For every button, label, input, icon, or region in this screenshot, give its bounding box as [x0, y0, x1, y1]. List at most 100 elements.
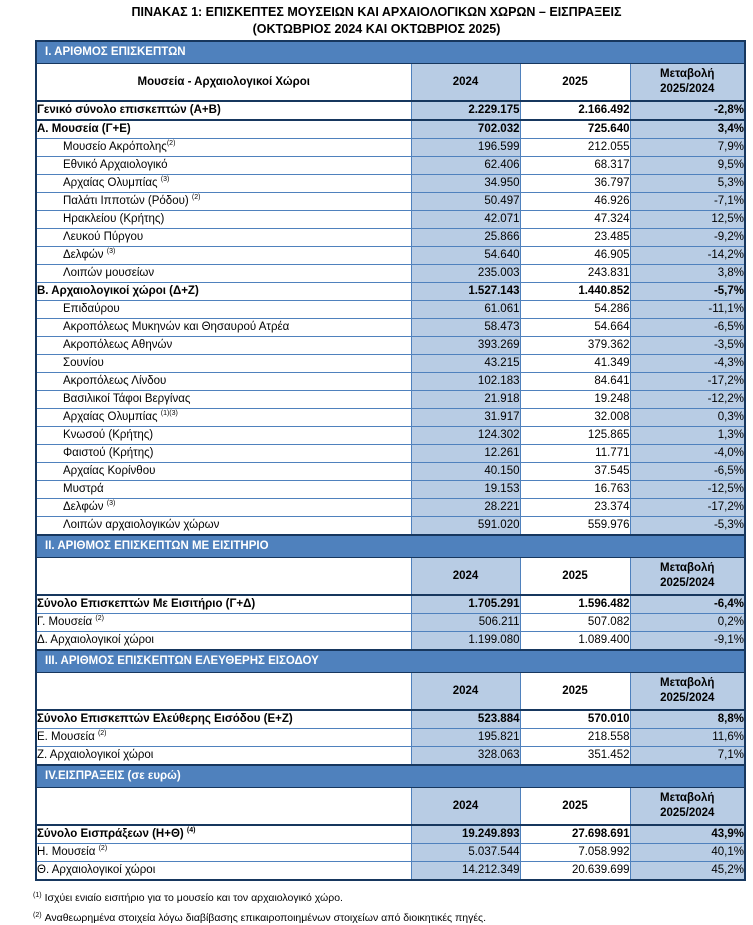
footnote-marker: (2) — [191, 194, 201, 202]
footnote-marker: (3) — [106, 500, 116, 508]
cell-label: Δελφών (3) — [35, 246, 412, 265]
cell-value-change: -3,5% — [629, 336, 746, 355]
cell-label: Κνωσού (Κρήτης) — [35, 426, 412, 445]
cell-label: Δ. Αρχαιολογικοί χώροι — [35, 631, 412, 651]
column-header-2024: 2024 — [410, 63, 521, 102]
cell-value-2025: 47.324 — [519, 210, 631, 229]
cell-label: Ηρακλείου (Κρήτης) — [35, 210, 412, 229]
table-row: Β. Αρχαιολογικοί χώροι (Δ+Ζ) 1.527.143 1.4… — [35, 282, 746, 301]
cell-value-change: 1,3% — [629, 426, 746, 445]
cell-value-2024: 195.821 — [410, 728, 521, 747]
cell-label: Εθνικό Αρχαιολογικό — [35, 156, 412, 175]
section-band-label: IV.ΕΙΣΠΡΑΞΕΙΣ (σε ευρώ) — [36, 764, 745, 788]
cell-label: Φαιστού (Κρήτης) — [35, 444, 412, 463]
cell-value-2025: 54.286 — [519, 300, 631, 319]
cell-value-2025: 84.641 — [519, 372, 631, 391]
column-header-row: 2024 2025 Μεταβολή 2025/2024 — [35, 557, 746, 596]
cell-value-change: 43,9% — [629, 824, 746, 844]
cell-value-2025: 7.058.992 — [519, 843, 631, 862]
table-row: Επιδαύρου 61.061 54.286 -11,1% — [35, 300, 746, 319]
column-header-name: Μουσεία - Αρχαιολογικοί Χώροι — [35, 63, 412, 102]
cell-label: Σύνολο Επισκεπτών Με Εισιτήριο (Γ+Δ) — [35, 594, 412, 614]
cell-value-change: -4,3% — [629, 354, 746, 373]
cell-label: Γενικό σύνολο επισκεπτών (Α+Β) — [35, 100, 412, 121]
change-header-line1: Μεταβολή — [660, 562, 715, 574]
cell-value-change: 8,8% — [629, 709, 746, 729]
cell-value-change: 5,3% — [629, 174, 746, 193]
cell-value-2025: 32.008 — [519, 408, 631, 427]
cell-label: Ε. Μουσεία (2) — [35, 728, 412, 747]
cell-value-2025: 23.485 — [519, 228, 631, 247]
cell-value-2024: 102.183 — [410, 372, 521, 391]
change-header-line1: Μεταβολή — [660, 677, 715, 689]
cell-value-2025: 23.374 — [519, 498, 631, 517]
column-header-row: Μουσεία - Αρχαιολογικοί Χώροι 2024 2025 Μετ… — [35, 63, 746, 102]
cell-value-2024: 34.950 — [410, 174, 521, 193]
cell-value-change: -14,2% — [629, 246, 746, 265]
column-header-row: 2024 2025 Μεταβολή 2025/2024 — [35, 787, 746, 826]
cell-value-2025: 125.865 — [519, 426, 631, 445]
table-row: Ε. Μουσεία (2) 195.821 218.558 11,6% — [35, 728, 746, 747]
table-row: Γενικό σύνολο επισκεπτών (Α+Β) 2.229.175 2… — [35, 100, 746, 121]
cell-value-2024: 40.150 — [410, 462, 521, 481]
cell-value-2024: 1.199.080 — [410, 631, 521, 651]
cell-value-2024: 62.406 — [410, 156, 521, 175]
cell-value-2024: 25.866 — [410, 228, 521, 247]
cell-value-2025: 19.248 — [519, 390, 631, 409]
cell-value-2024: 1.527.143 — [410, 282, 521, 301]
table-row: Μυστρά 19.153 16.763 -12,5% — [35, 480, 746, 499]
cell-value-change: 45,2% — [629, 861, 746, 881]
column-header-2025: 2025 — [519, 787, 631, 826]
cell-value-change: 3,8% — [629, 264, 746, 283]
cell-label: Σουνίου — [35, 354, 412, 373]
cell-value-change: 9,5% — [629, 156, 746, 175]
cell-value-2025: 20.639.699 — [519, 861, 631, 881]
cell-value-change: 7,1% — [629, 746, 746, 766]
cell-value-change: 40,1% — [629, 843, 746, 862]
cell-value-change: -11,1% — [629, 300, 746, 319]
footnotes: (1) Ισχύει ενιαίο εισιτήριο για το μουσεί… — [33, 892, 753, 925]
footnote-line: (2) Αναθεωρημένα στοιχεία λόγω διαβίβασης… — [33, 911, 487, 925]
table-row: Αρχαίας Ολυμπίας (3) 34.950 36.797 5,3% — [35, 174, 746, 193]
cell-value-change: -6,5% — [629, 318, 746, 337]
cell-label: Λοιπών μουσείων — [35, 264, 412, 283]
cell-value-2024: 2.229.175 — [410, 100, 521, 121]
cell-value-change: 0,2% — [629, 613, 746, 632]
change-header-line2: 2025/2024 — [660, 577, 715, 589]
cell-label: Σύνολο Επισκεπτών Ελεύθερης Εισόδου (Ε+Ζ… — [35, 709, 412, 729]
footnote-marker: (2) — [33, 911, 42, 919]
cell-label: Θ. Αρχαιολογικοί χώροι — [35, 861, 412, 881]
cell-value-change: -6,4% — [629, 594, 746, 614]
cell-value-change: 3,4% — [629, 119, 746, 139]
table-row: Αρχαίας Κορίνθου 40.150 37.545 -6,5% — [35, 462, 746, 481]
cell-value-2024: 42.071 — [410, 210, 521, 229]
cell-label: Αρχαίας Κορίνθου — [35, 462, 412, 481]
column-header-2025: 2025 — [519, 63, 631, 102]
table-row: Λοιπών μουσείων 235.003 243.831 3,8% — [35, 264, 746, 283]
cell-value-2024: 328.063 — [410, 746, 521, 766]
cell-label: Ζ. Αρχαιολογικοί χώροι — [35, 746, 412, 766]
cell-value-2025: 559.976 — [519, 516, 631, 536]
page-subtitle: (ΟΚΤΩΒΡΙΟΣ 2024 ΚΑΙ ΟΚΤΩΒΡΙΟΣ 2025) — [252, 22, 501, 36]
cell-label: Λευκού Πύργου — [35, 228, 412, 247]
cell-value-2025: 36.797 — [519, 174, 631, 193]
cell-label: Σύνολο Εισπράξεων (Η+Θ) (4) — [35, 824, 412, 844]
cell-value-2025: 725.640 — [519, 119, 631, 139]
table-row: Κνωσού (Κρήτης) 124.302 125.865 1,3% — [35, 426, 746, 445]
cell-value-2025: 570.010 — [519, 709, 631, 729]
change-header-line2: 2025/2024 — [660, 692, 715, 704]
cell-value-2025: 37.545 — [519, 462, 631, 481]
cell-label: Γ. Μουσεία (2) — [35, 613, 412, 632]
cell-label: Επιδαύρου — [35, 300, 412, 319]
cell-label: Η. Μουσεία (2) — [35, 843, 412, 862]
column-header-name — [35, 557, 412, 596]
cell-value-2025: 507.082 — [519, 613, 631, 632]
table-row: Ζ. Αρχαιολογικοί χώροι 328.063 351.452 7,1% — [35, 746, 746, 766]
cell-value-2025: 54.664 — [519, 318, 631, 337]
footnote-marker: (2) — [97, 730, 107, 738]
table-row: Γ. Μουσεία (2) 506.211 507.082 0,2% — [35, 613, 746, 632]
cell-value-2025: 27.698.691 — [519, 824, 631, 844]
cell-value-2024: 124.302 — [410, 426, 521, 445]
section-band-label: Ι. ΑΡΙΘΜΟΣ ΕΠΙΣΚΕΠΤΩΝ — [36, 41, 745, 64]
column-header-change: Μεταβολή 2025/2024 — [629, 672, 746, 711]
